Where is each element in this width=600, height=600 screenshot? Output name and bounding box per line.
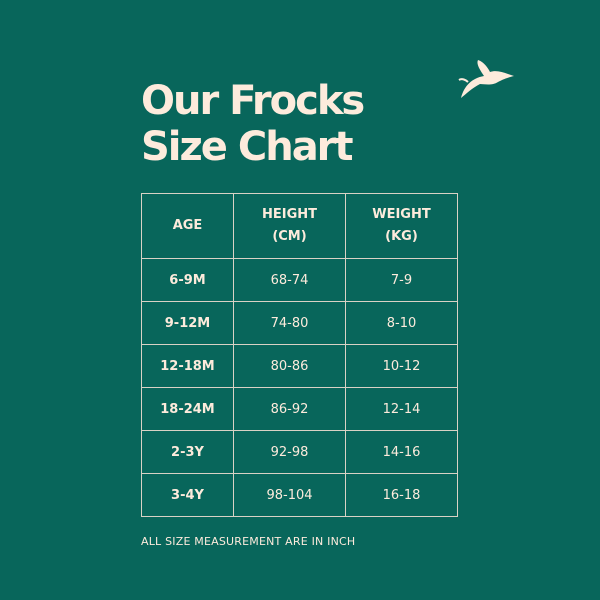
cell-age: 12-18M: [141, 344, 234, 388]
title-line-1: Our Frocks: [141, 78, 365, 124]
size-chart-table: AGE HEIGHT (CM) WEIGHT (KG) 6-9M 68-74 7-9 9-…: [141, 193, 458, 517]
table-row: 9-12M 74-80 8-10: [141, 301, 458, 345]
title-line-2: Size Chart: [141, 124, 354, 170]
rabbit-logo-icon: [458, 60, 514, 98]
cell-weight: 8-10: [345, 301, 458, 345]
table-row: 6-9M 68-74 7-9: [141, 258, 458, 302]
header-height: HEIGHT (CM): [233, 193, 346, 259]
cell-weight: 10-12: [345, 344, 458, 388]
cell-weight: 14-16: [345, 430, 458, 474]
cell-age: 2-3Y: [141, 430, 234, 474]
cell-age: 18-24M: [141, 387, 234, 431]
cell-height: 98-104: [233, 473, 346, 517]
cell-age: 3-4Y: [141, 473, 234, 517]
table-row: 12-18M 80-86 10-12: [141, 344, 458, 388]
table-row: 18-24M 86-92 12-14: [141, 387, 458, 431]
measurement-note: ALL SIZE MEASUREMENT ARE IN INCH: [141, 535, 356, 548]
cell-age: 6-9M: [141, 258, 234, 302]
cell-weight: 12-14: [345, 387, 458, 431]
cell-height: 92-98: [233, 430, 346, 474]
cell-height: 74-80: [233, 301, 346, 345]
cell-weight: 7-9: [345, 258, 458, 302]
table-row: 2-3Y 92-98 14-16: [141, 430, 458, 474]
cell-height: 86-92: [233, 387, 346, 431]
cell-weight: 16-18: [345, 473, 458, 517]
cell-height: 68-74: [233, 258, 346, 302]
cell-height: 80-86: [233, 344, 346, 388]
page-title: Our Frocks Size Chart: [141, 78, 365, 170]
table-header-row: AGE HEIGHT (CM) WEIGHT (KG): [141, 193, 458, 259]
table-row: 3-4Y 98-104 16-18: [141, 473, 458, 517]
header-weight: WEIGHT (KG): [345, 193, 458, 259]
header-age: AGE: [141, 193, 234, 259]
cell-age: 9-12M: [141, 301, 234, 345]
